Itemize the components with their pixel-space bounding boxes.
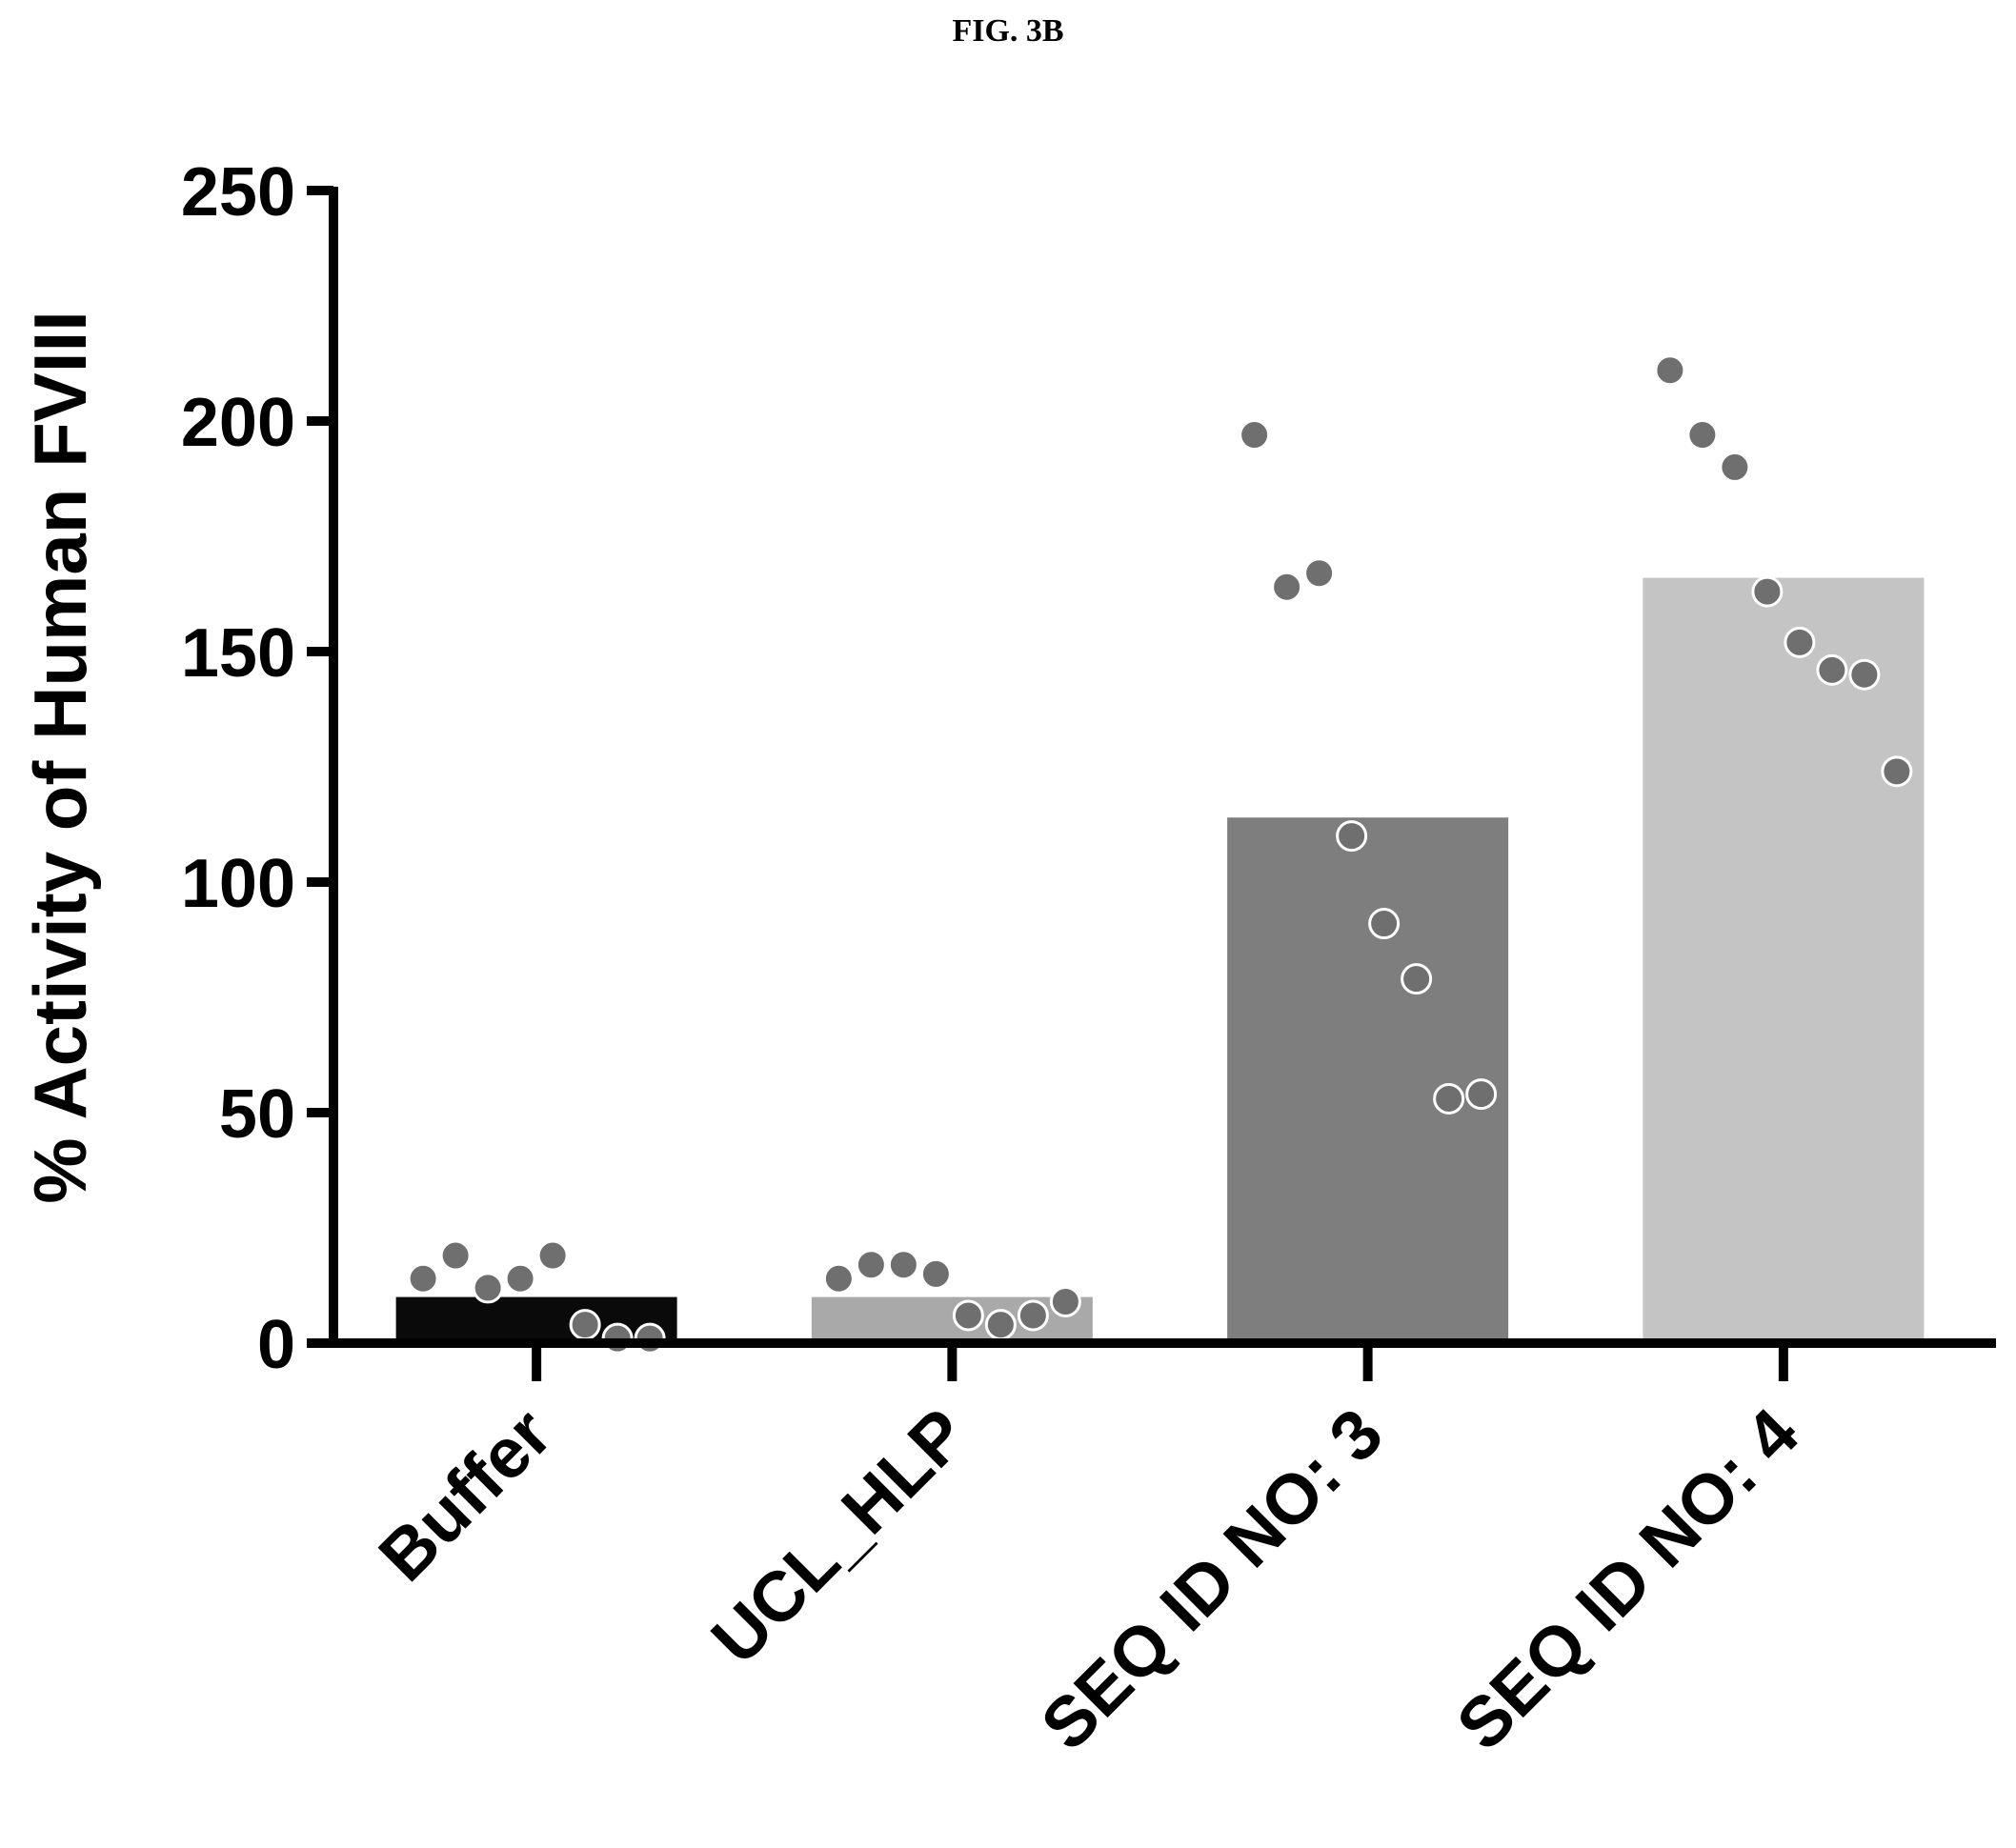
data-point (1654, 354, 1686, 387)
data-point (822, 1262, 855, 1295)
data-point (1881, 755, 1913, 788)
data-point (1017, 1299, 1049, 1332)
data-point (407, 1262, 439, 1295)
data-point (984, 1309, 1017, 1341)
data-point (919, 1257, 952, 1290)
data-point (1303, 557, 1336, 590)
data-point (855, 1249, 887, 1281)
y-tick-label: 250 (181, 154, 295, 231)
figure-label: FIG. 3B (952, 13, 1064, 49)
data-point (1719, 451, 1751, 483)
x-tick-label: SEQ ID NO: 4 (1441, 1394, 1813, 1765)
data-point (887, 1249, 919, 1281)
data-point (1239, 419, 1271, 452)
points-layer (407, 354, 1913, 1355)
data-point (1049, 1285, 1081, 1317)
data-point (504, 1262, 536, 1295)
data-point (1465, 1078, 1498, 1111)
data-point (1848, 658, 1881, 691)
data-point (472, 1272, 504, 1304)
data-point (536, 1239, 569, 1272)
data-point (1686, 419, 1719, 452)
x-tick-label: Buffer (364, 1394, 567, 1597)
bars-layer (395, 577, 1925, 1343)
data-point (1816, 653, 1848, 686)
data-point (1368, 908, 1401, 940)
data-point (952, 1299, 984, 1332)
data-point (1433, 1082, 1465, 1115)
x-tick-label: UCL_HLP (696, 1394, 982, 1679)
y-tick-label: 0 (257, 1307, 295, 1383)
data-point (1271, 571, 1303, 603)
y-tick-label: 200 (181, 385, 295, 461)
x-tick-label: SEQ ID NO: 3 (1026, 1394, 1398, 1765)
data-point (439, 1239, 472, 1272)
data-point (569, 1309, 601, 1341)
bar-3 (1227, 817, 1509, 1343)
data-point (1751, 575, 1784, 608)
data-point (1336, 820, 1368, 853)
data-point (1784, 626, 1816, 658)
y-tick-label: 150 (181, 615, 295, 692)
y-tick-label: 100 (181, 846, 295, 922)
bar-4 (1643, 577, 1925, 1343)
data-point (1401, 963, 1433, 995)
y-axis-label: % Activity of Human FVIII (18, 311, 102, 1204)
y-tick-label: 50 (219, 1076, 295, 1153)
